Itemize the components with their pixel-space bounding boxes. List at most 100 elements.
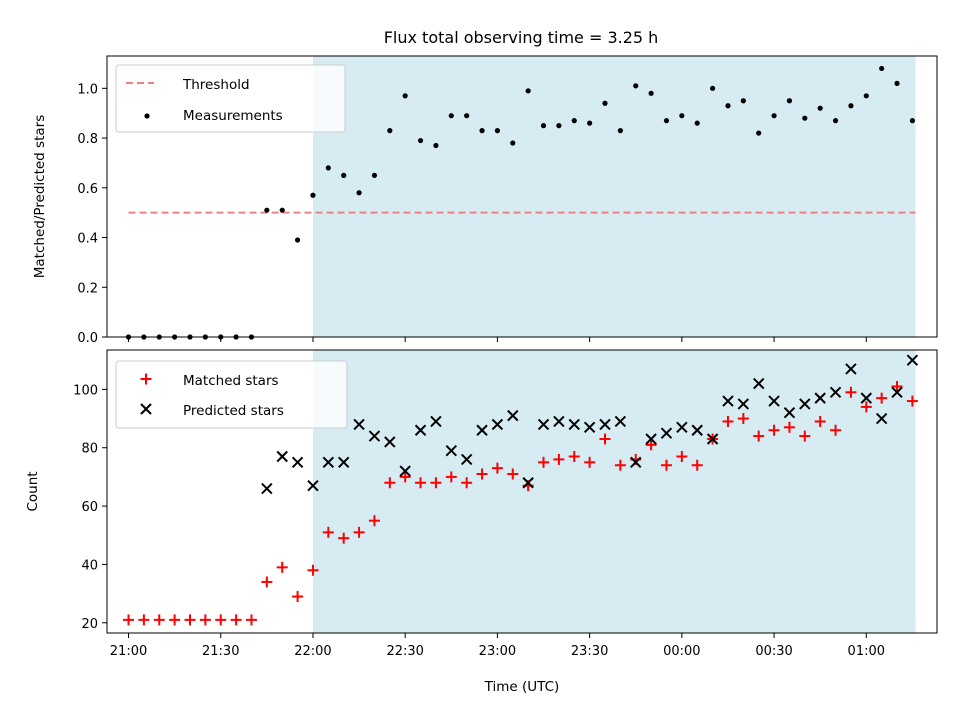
measurement-point	[448, 113, 454, 119]
x-tick-label: 00:30	[755, 644, 792, 659]
matched-star-point	[737, 413, 749, 425]
measurement-point	[264, 207, 270, 213]
top-shaded-region	[312, 56, 916, 337]
top-y-tick-label: 1.0	[77, 82, 98, 97]
cross-stroke	[783, 407, 796, 419]
x-tick-label: 23:30	[571, 644, 608, 659]
matched-star-point	[584, 456, 596, 468]
matched-star-point	[876, 392, 888, 404]
measurement-point	[356, 190, 362, 196]
cross-stroke	[522, 477, 534, 489]
matched-star-point	[814, 415, 826, 427]
measurement-point	[633, 83, 639, 89]
measurement-point	[510, 140, 516, 146]
measurement-point	[341, 172, 347, 178]
bottom-y-axis-label: Count	[25, 471, 41, 511]
bottom-y-tick-label: 80	[81, 442, 98, 457]
cross-stroke	[860, 392, 873, 404]
matched-star-point	[783, 421, 795, 433]
predicted-star-point	[875, 412, 888, 425]
predicted-star-point	[291, 456, 304, 469]
predicted-star-point	[337, 456, 350, 469]
top-legend: Threshold Measurements	[115, 64, 346, 133]
measurement-point	[694, 120, 700, 126]
top-y-tick-label: 0.8	[77, 132, 98, 147]
cross-stroke	[322, 456, 335, 469]
predicted-star-point	[752, 377, 765, 390]
cross-stroke	[568, 418, 580, 431]
top-y-axis: 0.0 0.2 0.4 0.6 0.8 1.0	[77, 82, 107, 346]
measurement-point	[433, 142, 439, 149]
measurement-point	[417, 137, 424, 144]
matched-star-point	[399, 471, 411, 483]
matched-star-point	[261, 576, 273, 588]
matched-star-point	[645, 439, 657, 451]
x-tick-label: 23:00	[479, 644, 516, 659]
measurement-point	[494, 128, 501, 134]
measurement-point	[602, 100, 608, 106]
top-plot-frame	[106, 55, 938, 338]
predicted-star-point	[614, 415, 627, 428]
measurement-point	[325, 165, 331, 171]
predicted-star-point	[261, 482, 273, 495]
predicted-star-point	[783, 407, 796, 419]
predicted-star-point	[630, 456, 642, 469]
predicted-star-point	[276, 450, 288, 463]
predicted-star-point	[368, 430, 381, 442]
bottom-x-axis: 21:00 21:30 22:00 22:30 23:00 23:30 00:00 00:30…	[110, 633, 885, 659]
measurement-point	[879, 65, 885, 72]
matched-star-point	[461, 477, 473, 489]
cross-stroke	[599, 418, 611, 431]
measurement-point	[863, 93, 869, 99]
matched-star-point	[169, 614, 181, 626]
bottom-shaded-region	[312, 350, 916, 633]
measurement-point	[587, 120, 593, 126]
cross-stroke	[768, 395, 780, 407]
predicted-star-point	[814, 392, 826, 404]
top-y-tick-label: 0.2	[77, 281, 98, 296]
cross-stroke	[875, 412, 888, 425]
predicted-star-point	[522, 477, 534, 489]
chart-title: Flux total observing time = 3.25 h	[384, 28, 659, 47]
matched-star-point	[307, 564, 319, 576]
predicted-star-point	[307, 479, 319, 492]
x-tick-label: 01:00	[848, 644, 885, 659]
predicted-star-point	[568, 418, 580, 431]
cross-stroke	[906, 354, 919, 366]
x-tick-label: 00:00	[663, 644, 700, 659]
bottom-y-tick-label: 60	[81, 500, 98, 515]
legend-predicted-label: Predicted stars	[183, 403, 284, 419]
legend-plus	[140, 373, 152, 385]
matched-star-point	[753, 430, 765, 442]
predicted-star-point	[799, 398, 811, 410]
matched-star-point	[199, 614, 211, 626]
bottom-y-axis: 20 40 60 80 100	[73, 383, 107, 632]
x-tick-label: 22:30	[386, 644, 423, 659]
matched-star-point	[353, 526, 365, 538]
cross-stroke	[752, 377, 765, 390]
matched-star-point	[722, 415, 734, 427]
predicted-star-point	[660, 427, 673, 439]
cross-stroke	[814, 392, 826, 404]
cross-stroke	[630, 456, 642, 469]
top-y-tick-label: 0.4	[77, 232, 98, 247]
measurement-point	[817, 105, 823, 111]
cross-stroke	[291, 456, 304, 469]
cross-stroke	[553, 415, 565, 428]
matched-star-point	[415, 477, 427, 489]
predicted-star-point	[722, 395, 734, 407]
predicted-star-point	[845, 363, 857, 375]
predicted-stars-series	[261, 354, 919, 495]
bottom-plot-frame	[106, 349, 938, 634]
cross-stroke	[676, 421, 688, 434]
predicted-star-point	[399, 465, 411, 477]
predicted-star-point	[507, 409, 519, 422]
matched-star-point	[430, 477, 442, 489]
bottom-legend: Matched stars Predicted stars	[115, 360, 348, 429]
measurement-point	[725, 103, 731, 109]
measurement-point	[387, 128, 393, 134]
measurement-point	[709, 85, 716, 91]
matched-star-point	[860, 401, 872, 413]
predicted-star-point	[553, 415, 565, 428]
